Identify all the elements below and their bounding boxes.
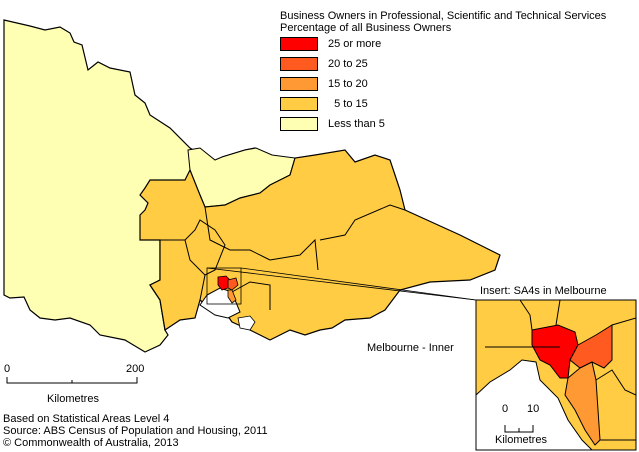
legend-item: 15 to 20 bbox=[280, 74, 606, 94]
footer-notes: Based on Statistical Areas Level 4 Sourc… bbox=[3, 413, 268, 449]
legend-label: 25 or more bbox=[328, 38, 382, 50]
legend-label: 20 to 25 bbox=[328, 58, 368, 70]
main-scale-bar bbox=[6, 377, 138, 384]
legend-swatch bbox=[280, 77, 318, 91]
legend-label: 15 to 20 bbox=[328, 78, 368, 90]
legend-swatch bbox=[280, 37, 318, 51]
legend-item: Less than 5 bbox=[280, 114, 606, 134]
insert-scale-start: 0 bbox=[502, 403, 509, 415]
insert-scale-end: 10 bbox=[527, 403, 540, 415]
region-central-east bbox=[139, 149, 501, 341]
insert-locator-box bbox=[206, 267, 242, 305]
legend-title-line2: Percentage of all Business Owners bbox=[280, 22, 452, 34]
insert-title: Insert: SA4s in Melbourne bbox=[480, 285, 607, 297]
main-scale-end: 200 bbox=[126, 363, 145, 375]
melbourne-southeast-main bbox=[227, 289, 237, 304]
legend-swatch bbox=[280, 117, 318, 131]
legend-item: 5 to 15 bbox=[280, 94, 606, 114]
insert-scale-unit: Kilometres bbox=[495, 434, 547, 446]
footer-line-source: Source: ABS Census of Population and Hou… bbox=[3, 425, 268, 437]
footer-line-basis: Based on Statistical Areas Level 4 bbox=[3, 413, 170, 425]
legend-label: 5 to 15 bbox=[328, 98, 368, 110]
legend: Business Owners in Professional, Scienti… bbox=[280, 10, 606, 134]
western-port bbox=[237, 315, 256, 331]
legend-item: 25 or more bbox=[280, 34, 606, 54]
main-scale-start: 0 bbox=[4, 363, 11, 375]
melbourne-east-main bbox=[227, 277, 239, 291]
legend-swatch bbox=[280, 97, 318, 111]
main-scale-unit: Kilometres bbox=[47, 393, 99, 405]
footer-line-copyright: © Commonwealth of Australia, 2013 bbox=[3, 437, 179, 449]
insert-map bbox=[475, 299, 637, 451]
legend-item: 20 to 25 bbox=[280, 54, 606, 74]
legend-label: Less than 5 bbox=[328, 118, 385, 130]
legend-title-line1: Business Owners in Professional, Scienti… bbox=[280, 10, 607, 22]
legend-swatch bbox=[280, 57, 318, 71]
melbourne-inner-label: Melbourne - Inner bbox=[367, 342, 454, 354]
